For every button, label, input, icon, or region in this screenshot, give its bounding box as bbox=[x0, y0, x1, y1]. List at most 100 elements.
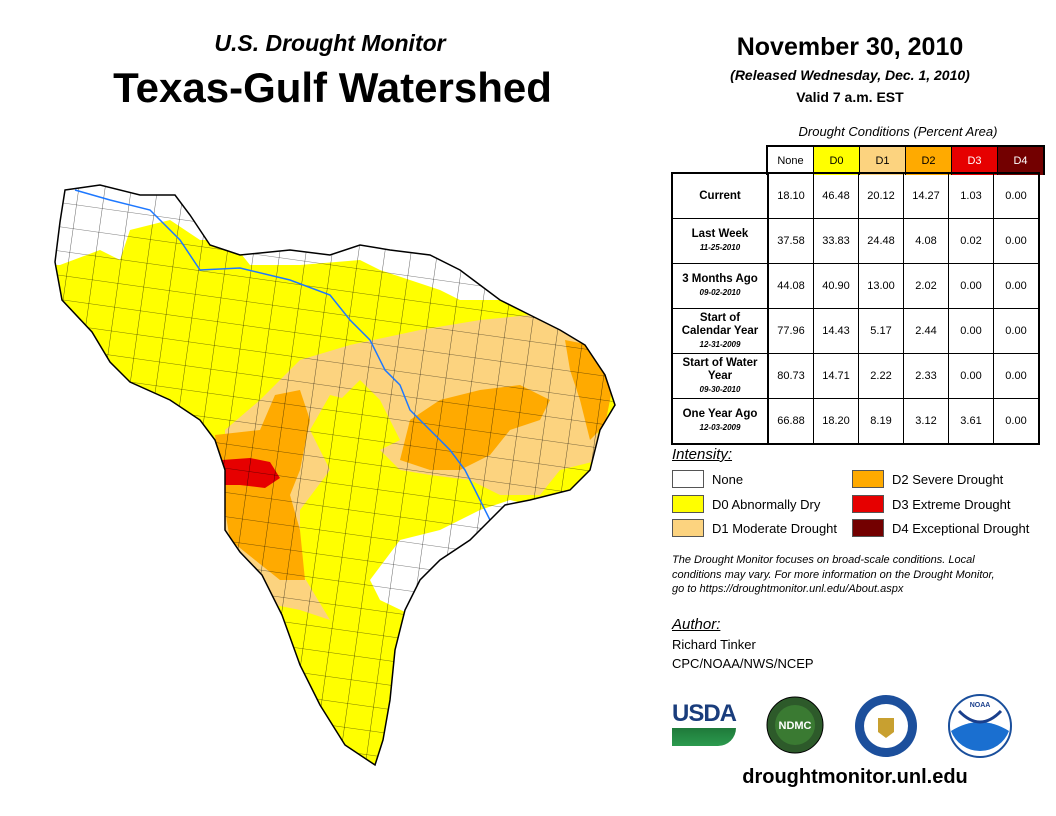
table-caption: Drought Conditions (Percent Area) bbox=[798, 124, 998, 139]
table-cell: 18.10 bbox=[767, 172, 814, 219]
row-label: Start of Water Year 09-30-2010 bbox=[671, 353, 769, 399]
river-trinity bbox=[369, 339, 491, 521]
table-cell: 13.00 bbox=[858, 263, 904, 309]
river-red bbox=[74, 189, 371, 341]
column-header-d4: D4 bbox=[997, 145, 1045, 175]
table-cell: 1.03 bbox=[948, 172, 994, 219]
table-row: Current 18.10 46.48 20.12 14.27 1.03 0.00 bbox=[671, 172, 1040, 219]
table-cell: 14.43 bbox=[813, 308, 859, 354]
column-header-d2: D2 bbox=[905, 145, 952, 175]
row-date: 12-03-2009 bbox=[699, 423, 741, 432]
table-cell: 0.00 bbox=[993, 263, 1040, 309]
row-label: Current bbox=[671, 172, 769, 219]
table-cell: 5.17 bbox=[858, 308, 904, 354]
author-title: Author: bbox=[672, 616, 721, 633]
table-cell: 0.00 bbox=[948, 308, 994, 354]
table-row: Last Week 11-25-2010 37.58 33.83 24.48 4.08 0.… bbox=[671, 218, 1040, 264]
table-cell: 8.19 bbox=[858, 398, 904, 445]
legend-label: D4 Exceptional Drought bbox=[892, 520, 1030, 536]
legend-item: D4 Exceptional Drought bbox=[852, 519, 1029, 537]
table-cell: 20.12 bbox=[858, 172, 904, 219]
table-cell: 0.00 bbox=[948, 353, 994, 399]
legend-swatch bbox=[672, 519, 704, 537]
table-cell: 18.20 bbox=[813, 398, 859, 445]
row-label: Start of Calendar Year 12-31-2009 bbox=[671, 308, 769, 354]
table-cell: 2.44 bbox=[903, 308, 949, 354]
row-label: Last Week 11-25-2010 bbox=[671, 218, 769, 264]
legend-label: None bbox=[712, 471, 744, 487]
table-cell: 44.08 bbox=[767, 263, 814, 309]
table-cell: 3.61 bbox=[948, 398, 994, 445]
author-org: CPC/NOAA/NWS/NCEP bbox=[672, 656, 814, 671]
drought-conditions-table: Current 18.10 46.48 20.12 14.27 1.03 0.00 Last … bbox=[671, 172, 1040, 445]
table-cell: 77.96 bbox=[767, 308, 814, 354]
legend-item: None bbox=[672, 470, 743, 488]
table-row: Start of Water Year 09-30-2010 80.73 14.71 2… bbox=[671, 353, 1040, 399]
svg-text:NOAA: NOAA bbox=[970, 702, 991, 709]
commerce-seal-logo bbox=[855, 695, 917, 757]
table-cell: 0.00 bbox=[993, 172, 1040, 219]
table-cell: 0.00 bbox=[948, 263, 994, 309]
legend-swatch bbox=[672, 470, 704, 488]
row-label-text: One Year Ago bbox=[682, 408, 758, 420]
table-cell: 0.02 bbox=[948, 218, 994, 264]
table-row: Start of Calendar Year 12-31-2009 77.96 14.… bbox=[671, 308, 1040, 354]
valid-time: Valid 7 a.m. EST bbox=[796, 89, 904, 105]
table-cell: 3.12 bbox=[903, 398, 949, 445]
legend-label: D2 Severe Drought bbox=[892, 471, 1004, 487]
legend-item: D0 Abnormally Dry bbox=[672, 495, 820, 513]
table-header: None D0 D1 D2 D3 D4 bbox=[766, 145, 1045, 175]
table-cell: 40.90 bbox=[813, 263, 859, 309]
table-cell: 0.00 bbox=[993, 353, 1040, 399]
website-url[interactable]: droughtmonitor.unl.edu bbox=[742, 766, 968, 788]
table-cell: 14.27 bbox=[903, 172, 949, 219]
legend-swatch bbox=[852, 470, 884, 488]
table-cell: 24.48 bbox=[858, 218, 904, 264]
column-header-d1: D1 bbox=[859, 145, 906, 175]
row-label-text: Start of Calendar Year bbox=[681, 311, 759, 337]
author-name: Richard Tinker bbox=[672, 637, 756, 652]
table-cell: 4.08 bbox=[903, 218, 949, 264]
table-cell: 2.22 bbox=[858, 353, 904, 399]
row-date: 12-31-2009 bbox=[699, 339, 741, 349]
legend-label: D0 Abnormally Dry bbox=[712, 496, 821, 512]
legend-swatch bbox=[852, 495, 884, 513]
row-date: 09-30-2010 bbox=[699, 384, 741, 394]
table-row: 3 Months Ago 09-02-2010 44.08 40.90 13.00 2.0… bbox=[671, 263, 1040, 309]
table-cell: 0.00 bbox=[993, 398, 1040, 445]
row-label-text: Last Week bbox=[691, 228, 749, 240]
legend-swatch bbox=[672, 495, 704, 513]
page-title: Texas-Gulf Watershed bbox=[113, 64, 552, 111]
row-date: 11-25-2010 bbox=[699, 243, 741, 252]
table-cell: 2.33 bbox=[903, 353, 949, 399]
column-header-d0: D0 bbox=[813, 145, 860, 175]
row-date: 09-02-2010 bbox=[699, 288, 741, 297]
legend-title: Intensity: bbox=[672, 446, 733, 463]
table-cell: 33.83 bbox=[813, 218, 859, 264]
legend-swatch bbox=[852, 519, 884, 537]
row-label: One Year Ago 12-03-2009 bbox=[671, 398, 769, 445]
ndmc-logo: NDMC bbox=[766, 696, 824, 754]
legend-label: D3 Extreme Drought bbox=[892, 496, 1011, 512]
table-cell: 37.58 bbox=[767, 218, 814, 264]
usda-logo: USDA bbox=[672, 700, 737, 750]
row-label-text: Current bbox=[699, 189, 741, 202]
table-cell: 80.73 bbox=[767, 353, 814, 399]
table-cell: 14.71 bbox=[813, 353, 859, 399]
table-cell: 2.02 bbox=[903, 263, 949, 309]
watershed-map bbox=[54, 184, 616, 766]
disclaimer-note: The Drought Monitor focuses on broad-sca… bbox=[672, 554, 995, 595]
county-lines bbox=[55, 185, 615, 765]
legend-item: D1 Moderate Drought bbox=[672, 519, 837, 537]
row-label-text: Start of Water Year bbox=[682, 356, 758, 382]
legend-label: D1 Moderate Drought bbox=[712, 520, 838, 536]
legend-item: D3 Extreme Drought bbox=[852, 495, 1011, 513]
table-cell: 66.88 bbox=[767, 398, 814, 445]
subtitle: U.S. Drought Monitor bbox=[214, 30, 446, 56]
table-row: One Year Ago 12-03-2009 66.88 18.20 8.19 3.12… bbox=[671, 398, 1040, 445]
row-label: 3 Months Ago 09-02-2010 bbox=[671, 263, 769, 309]
column-header-none: None bbox=[766, 145, 814, 175]
map-date: November 30, 2010 bbox=[736, 33, 964, 61]
row-label-text: 3 Months Ago bbox=[682, 273, 758, 285]
